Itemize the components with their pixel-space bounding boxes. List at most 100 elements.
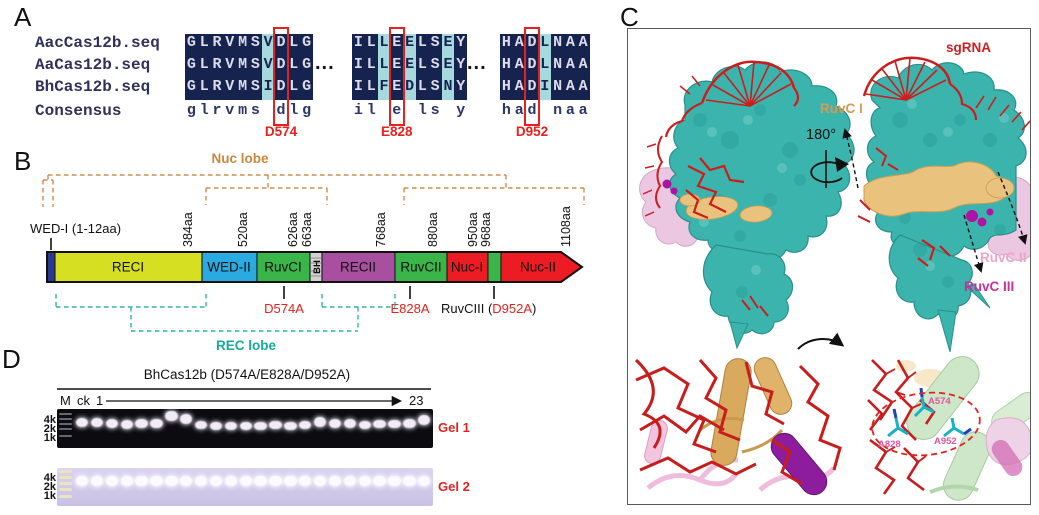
residue-cell: A bbox=[576, 56, 590, 78]
residue-cell: G bbox=[300, 78, 313, 100]
residue-cell bbox=[442, 102, 455, 124]
residue-cell: g bbox=[186, 102, 196, 119]
panel-b-label: B bbox=[14, 146, 32, 176]
residue-cell: G bbox=[185, 34, 198, 56]
segment-label-bh: BH bbox=[312, 260, 323, 274]
position-label: 950aa bbox=[465, 212, 480, 247]
gel-band bbox=[239, 476, 252, 486]
marker-ladder-band bbox=[59, 423, 72, 426]
ruvc3-surface-magenta bbox=[662, 179, 678, 195]
residue-label-a828: A828 bbox=[878, 439, 901, 450]
residue-cell: Y bbox=[454, 78, 468, 100]
residue-position-label: D952 bbox=[515, 124, 549, 139]
residue-cell: I bbox=[352, 56, 365, 78]
ruvc1-label: RuvC I bbox=[820, 101, 863, 116]
lane-label-marker: M bbox=[60, 393, 71, 408]
ruvc2-label: RuvC II bbox=[980, 250, 1027, 265]
gel-band bbox=[328, 419, 342, 428]
gel-band bbox=[150, 419, 163, 428]
residue-cell: L bbox=[377, 56, 391, 78]
gel-band bbox=[418, 415, 431, 425]
sequence-name: BhCas12b.seq bbox=[35, 78, 151, 96]
residue-cell: G bbox=[185, 56, 198, 78]
domain-bar: RECI WED-II RuvCI RECII RuvCII Nuc-I Nuc… bbox=[46, 251, 584, 283]
residue-cell: l bbox=[289, 102, 299, 119]
cas12b-surface-teal-lower bbox=[888, 234, 973, 320]
position-label: 663aa bbox=[299, 212, 314, 247]
panel-a-label: A bbox=[14, 2, 32, 32]
size-marker: 1k bbox=[43, 432, 56, 444]
active-site-dashed-ellipse bbox=[871, 391, 981, 457]
residue-cell: r bbox=[212, 102, 222, 119]
segment-label-nuc1: Nuc-I bbox=[451, 260, 483, 275]
gel1-label: Gel 1 bbox=[438, 420, 470, 435]
segment-label-nuc2: Nuc-II bbox=[520, 260, 556, 275]
residue-cell: y bbox=[456, 102, 466, 119]
size-marker: 2k bbox=[43, 423, 56, 435]
gel-band bbox=[194, 476, 208, 486]
residue-cell: I bbox=[538, 78, 552, 100]
gel-band bbox=[120, 476, 133, 486]
segment-label-wed2: WED-II bbox=[207, 260, 251, 275]
position-label: 968aa bbox=[479, 212, 493, 247]
rotation-180-icon bbox=[810, 150, 849, 188]
sgrna-label: sgRNA bbox=[946, 40, 992, 55]
gel-photo-2 bbox=[57, 468, 433, 506]
segment-wed1 bbox=[47, 252, 56, 282]
mutation-text: D574A bbox=[264, 301, 304, 316]
residue-cell: R bbox=[210, 56, 224, 78]
segment-label-rec2: RECII bbox=[340, 260, 376, 275]
size-marker: 2k bbox=[43, 481, 56, 493]
gel-band bbox=[269, 421, 282, 429]
gel-band bbox=[105, 476, 119, 486]
residue-cell: L bbox=[538, 34, 552, 56]
residue-cell: H bbox=[500, 56, 513, 78]
residue-cell: L bbox=[415, 34, 429, 56]
residue-cell: A bbox=[576, 78, 590, 100]
gel-band bbox=[165, 411, 178, 421]
gel-band bbox=[209, 422, 223, 430]
surface-view-back bbox=[857, 56, 1030, 352]
residue-cell: L bbox=[364, 34, 378, 56]
gel-band bbox=[313, 417, 327, 427]
position-label: 384aa bbox=[181, 212, 195, 247]
rec-lobe-label: REC lobe bbox=[215, 338, 276, 353]
position-label: 626aa bbox=[285, 212, 300, 247]
surface-texture bbox=[892, 112, 1006, 288]
residue-cell: e bbox=[392, 102, 402, 119]
residue-cell: l bbox=[199, 102, 209, 119]
residue-cell: M bbox=[236, 34, 249, 56]
residue-cell: V bbox=[223, 56, 237, 78]
cas12b-surface-teal-lower bbox=[702, 244, 794, 335]
surface-view-front bbox=[639, 60, 855, 350]
panel-d-label: D bbox=[2, 344, 21, 374]
residue-cell: A bbox=[563, 78, 577, 100]
gel-band bbox=[135, 476, 148, 486]
gel-band bbox=[254, 476, 267, 486]
gel-band bbox=[209, 476, 223, 486]
gel-band bbox=[76, 418, 89, 427]
residue-position-label: D574 bbox=[264, 124, 298, 139]
residue-label-a574: A574 bbox=[928, 396, 951, 407]
gel-band bbox=[269, 476, 282, 486]
marker-ladder-band bbox=[59, 476, 72, 479]
residue-cell: A bbox=[563, 56, 577, 78]
residue-cell: E bbox=[441, 34, 455, 56]
gel-band bbox=[358, 476, 371, 486]
residue-cell: V bbox=[223, 34, 237, 56]
residue-cell: M bbox=[236, 78, 249, 100]
residue-cell: E bbox=[403, 56, 416, 78]
residue-cell: n bbox=[553, 102, 563, 119]
gel-band bbox=[90, 418, 104, 427]
sequence-name: AacCas12b.seq bbox=[35, 34, 160, 52]
residue-cell: h bbox=[501, 102, 511, 119]
gel-band bbox=[135, 419, 148, 428]
rotate-arrow-icon bbox=[797, 332, 845, 350]
residue-cell: l bbox=[366, 102, 376, 119]
